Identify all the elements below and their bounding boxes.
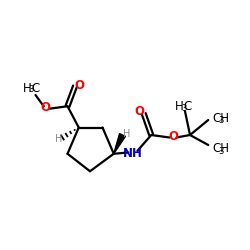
Text: O: O [168,130,178,142]
Text: H: H [55,134,62,144]
Polygon shape [114,134,126,154]
Text: O: O [41,101,51,114]
Text: 3: 3 [218,147,224,156]
Text: NH: NH [123,147,143,160]
Text: H: H [175,100,184,113]
Text: 3: 3 [218,116,224,125]
Text: O: O [135,105,145,118]
Text: C: C [184,100,192,113]
Text: O: O [74,79,85,92]
Text: CH: CH [212,142,229,155]
Text: C: C [32,82,40,94]
Text: 3: 3 [28,85,34,94]
Text: H: H [123,129,131,139]
Text: H: H [23,82,32,94]
Text: 3: 3 [181,104,186,113]
Text: CH: CH [212,112,229,124]
